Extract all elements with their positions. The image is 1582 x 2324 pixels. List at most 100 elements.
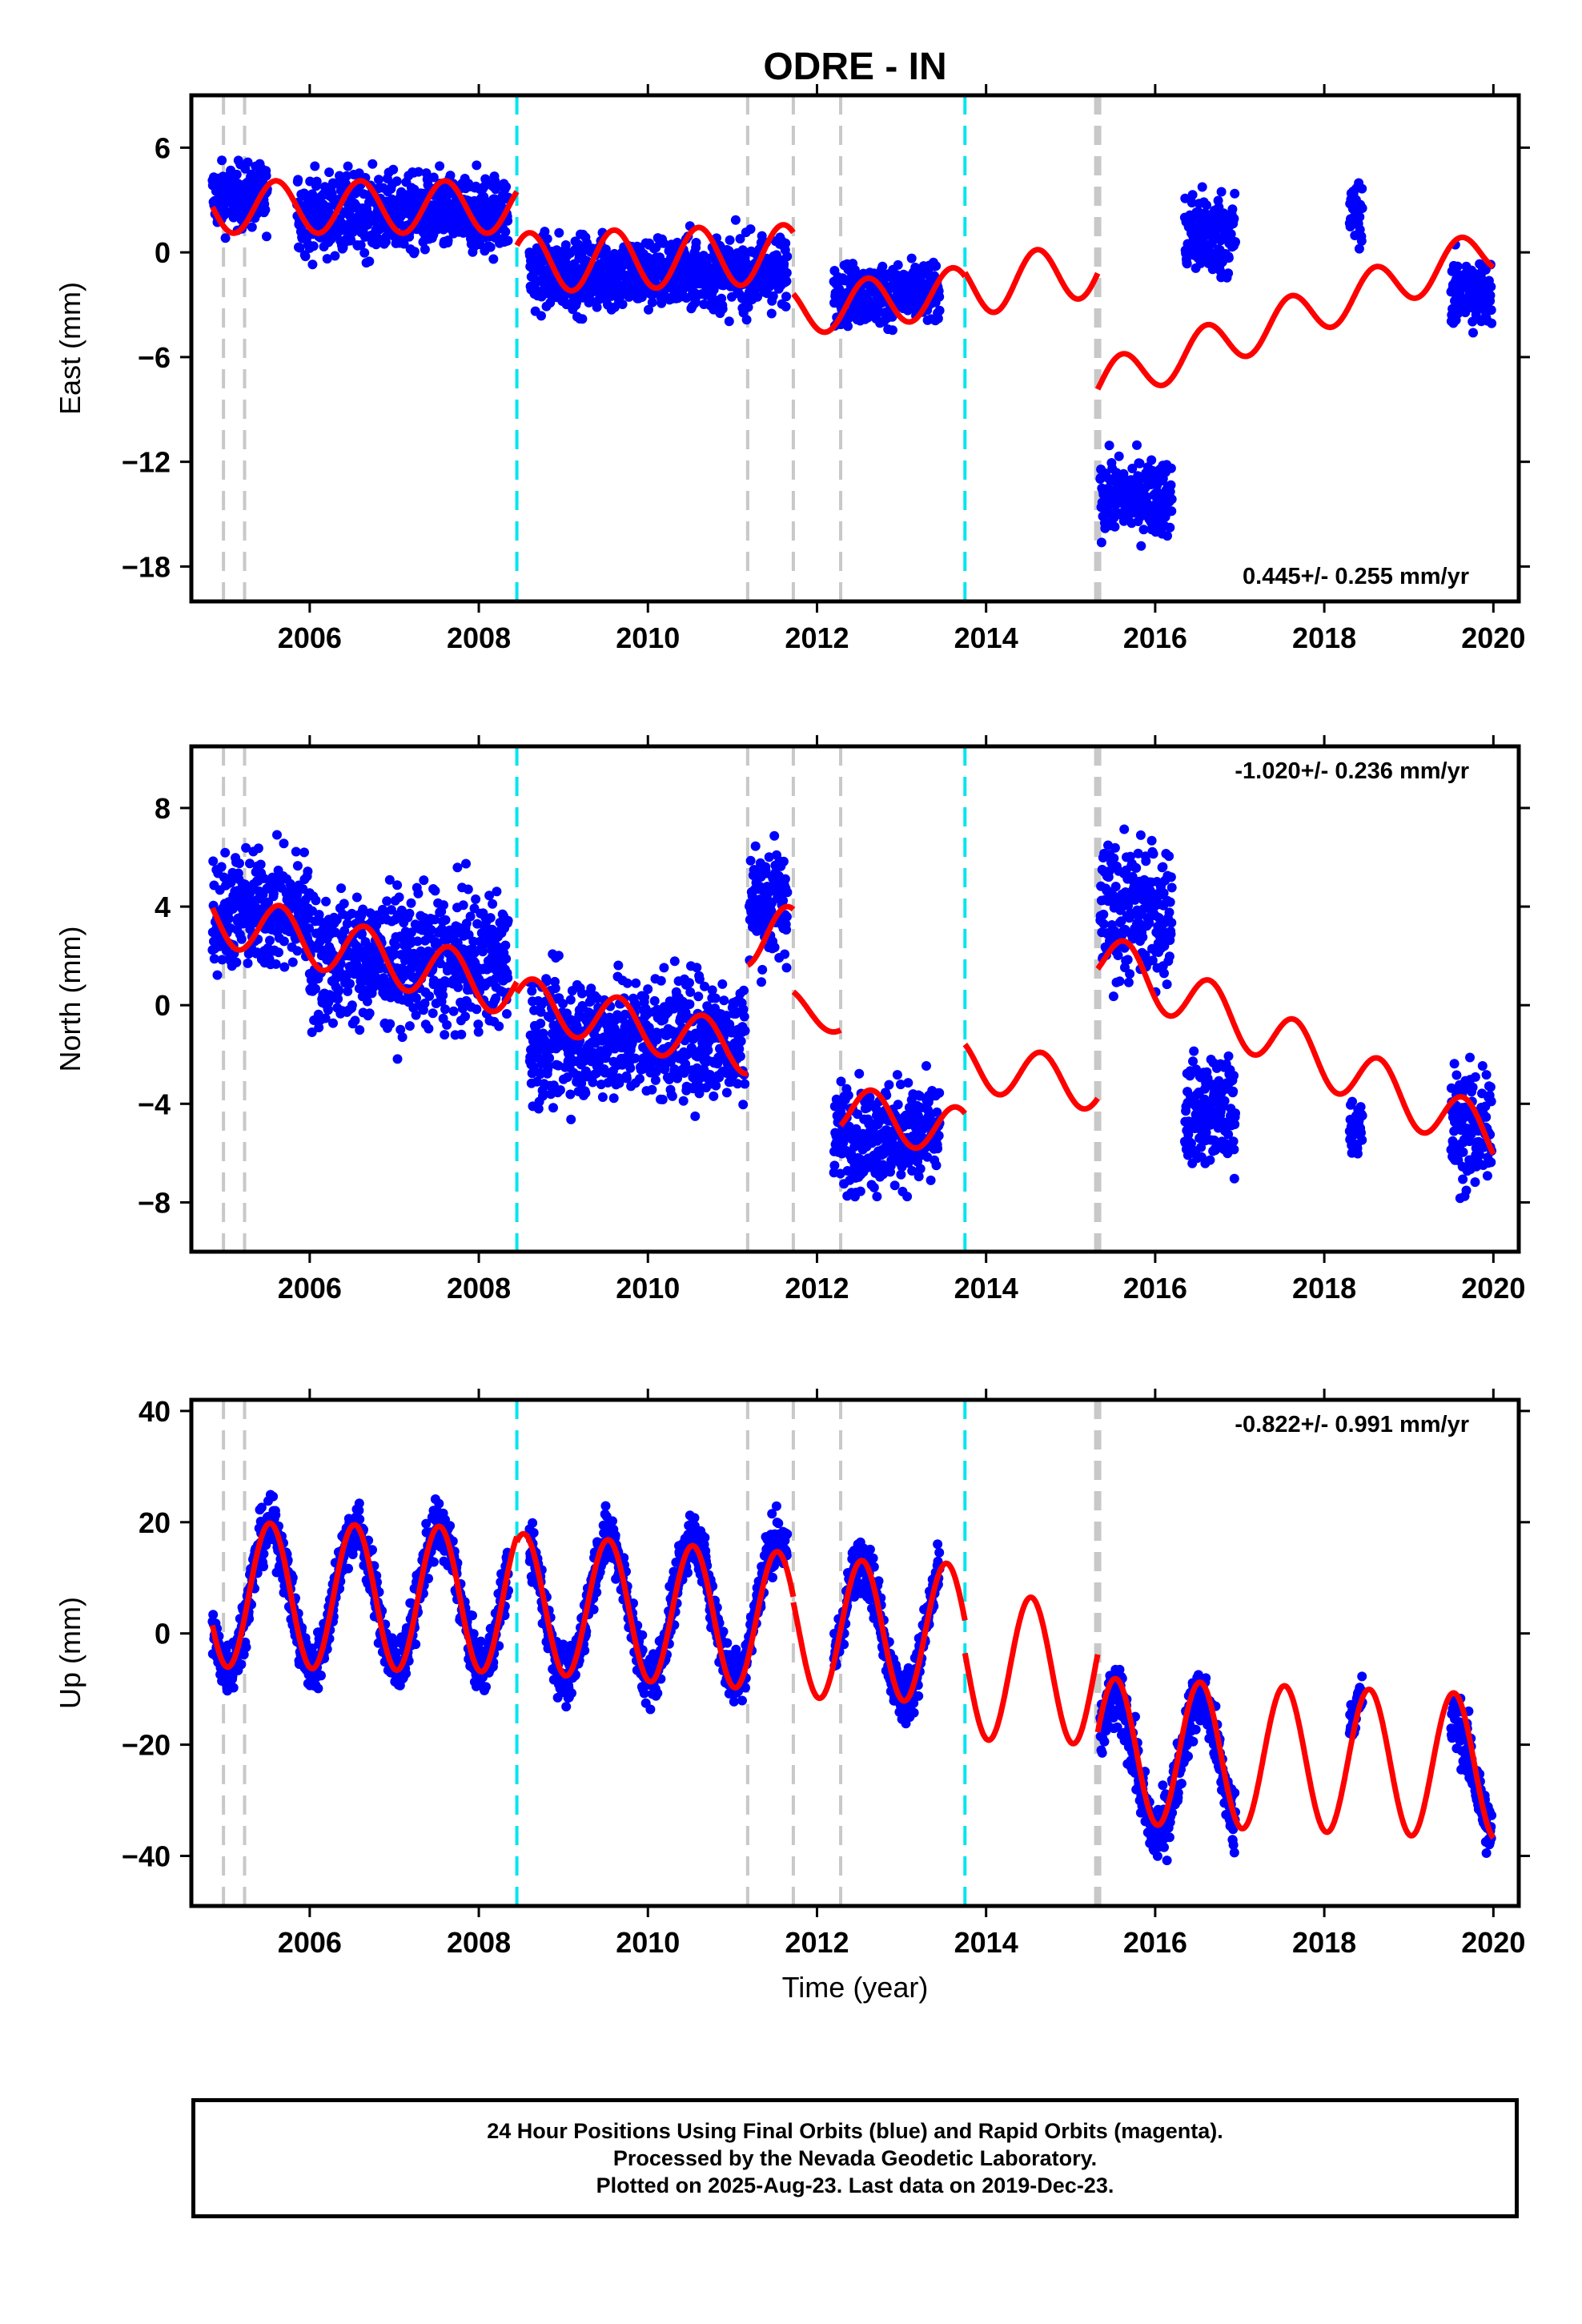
data-point [934,292,945,302]
data-point [1122,955,1133,965]
data-point [1347,1096,1357,1107]
data-point [501,954,512,964]
data-point [1138,932,1148,943]
data-point [336,883,347,894]
data-point [719,995,729,1006]
data-point [438,990,448,1000]
data-point [1357,203,1367,213]
data-point [931,1160,942,1171]
data-point [1166,883,1177,893]
data-point [725,235,735,245]
data-point [1148,849,1158,859]
data-point [260,205,271,215]
data-point [388,164,399,175]
data-point [926,1175,936,1185]
data-point [545,298,556,308]
x-tick-label: 2020 [1461,621,1525,654]
data-point [428,1008,438,1019]
data-point [921,1061,931,1071]
data-point [428,172,439,183]
data-point [501,182,512,192]
data-point [272,830,282,840]
data-point [781,238,791,248]
data-point [458,900,468,911]
data-point [650,1075,661,1085]
data-point [430,886,440,896]
data-point [485,242,496,252]
data-point [220,847,231,858]
data-point [555,1085,565,1096]
data-point [231,169,242,179]
data-point [1226,229,1236,239]
data-point [843,321,853,332]
data-point [1166,918,1177,928]
data-point [472,919,483,929]
data-point [780,949,790,959]
data-point [435,161,445,171]
data-point [1216,187,1227,197]
data-point [736,1036,746,1047]
data-point [293,175,303,185]
data-point [1135,830,1146,840]
data-point [768,291,778,301]
data-point [592,302,602,312]
data-point [527,986,537,996]
data-point [485,913,496,923]
data-point [502,1009,512,1019]
data-point [1231,237,1240,247]
data-point [364,256,375,267]
data-point [235,858,244,869]
data-point [443,235,453,246]
data-point [362,996,372,1007]
data-point [735,234,745,244]
data-point [893,259,903,270]
data-point [884,1080,894,1090]
y-tick-label: −18 [122,550,171,583]
data-point [659,238,669,248]
data-point [685,999,695,1009]
data-point [279,838,289,849]
data-point [1223,253,1234,263]
data-point [484,891,495,901]
data-point [368,983,379,993]
data-point [355,1025,365,1035]
data-point [757,977,766,987]
data-point [635,1074,644,1084]
data-point [710,993,721,1003]
data-point [1110,842,1120,853]
data-point [548,1103,558,1113]
data-point [291,846,301,857]
data-point [692,963,702,973]
data-point [392,880,403,891]
data-point [1229,1173,1239,1184]
data-point [299,847,309,858]
data-point [208,900,219,911]
data-point [781,301,791,312]
data-point [550,983,560,994]
data-point [703,1045,713,1055]
data-point [685,987,696,997]
data-point [721,1088,732,1098]
data-point [750,841,761,851]
data-point [1162,531,1172,541]
data-point [456,1029,467,1039]
data-point [540,227,550,237]
data-point [271,959,281,969]
data-point [1486,305,1496,316]
data-point [753,292,762,302]
data-point [241,842,251,853]
data-point [245,858,255,869]
y-tick-label: 6 [155,131,171,164]
data-point [268,889,279,899]
data-point [693,991,704,1002]
data-point [745,855,756,866]
data-point [1166,506,1177,517]
data-point [439,900,448,911]
data-point [1164,851,1174,862]
data-point [236,934,247,944]
data-point [322,254,332,264]
data-point [472,160,482,171]
data-point [743,302,753,312]
data-point [323,1005,333,1015]
data-point [391,940,401,951]
